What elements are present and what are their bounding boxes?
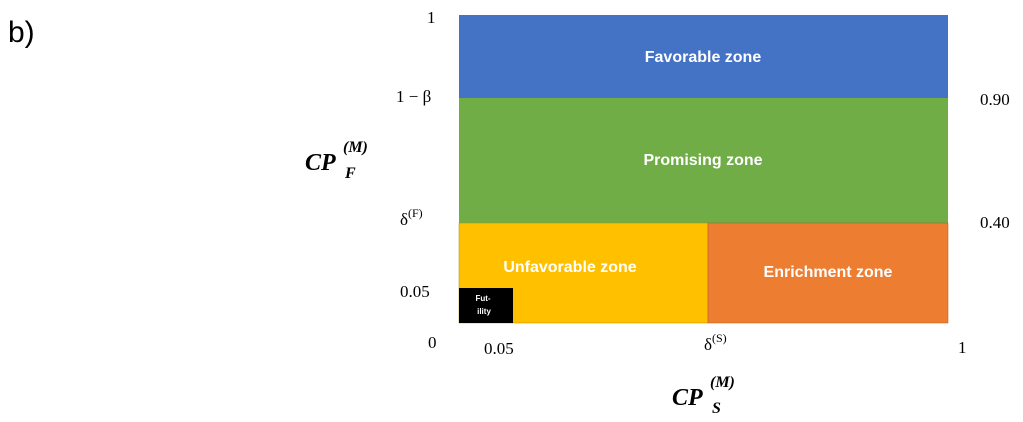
x-tick-label: 0.05	[484, 339, 514, 358]
delta: δ	[400, 210, 408, 229]
y-tick-label: 1	[427, 8, 436, 27]
title-sub: F	[344, 165, 356, 182]
x-tick-label: δ(S)	[704, 331, 727, 354]
zone-label: ility	[477, 307, 491, 316]
favorable-zone	[459, 15, 948, 98]
title-sup: (M)	[343, 139, 368, 156]
promising-zone	[459, 98, 948, 223]
x-tick-label: 1	[958, 338, 967, 357]
delta-sup: (F)	[408, 206, 423, 220]
panel-label: b)	[8, 16, 35, 49]
right-tick-label: 0.90	[980, 90, 1010, 109]
enrichment-zone	[707, 222, 949, 324]
right-tick-label: 0.40	[980, 213, 1010, 232]
title-base: CP	[305, 150, 336, 176]
zone-label: Promising zone	[643, 152, 762, 169]
title-sup: (M)	[710, 374, 735, 391]
zone-label: Unfavorable zone	[503, 259, 636, 276]
y-tick-label: 0.05	[400, 282, 430, 301]
futility-zone	[459, 288, 513, 323]
y-tick-label: δ(F)	[400, 206, 423, 229]
y-tick-label: 0	[428, 333, 437, 352]
zone-label: Fut-	[475, 294, 490, 303]
title-base: CP	[672, 385, 703, 411]
delta-sup: (S)	[712, 331, 727, 345]
title-sub: S	[712, 400, 721, 417]
y-tick-label: 1 − β	[396, 87, 431, 106]
y-axis-title: CP (M) F	[305, 139, 368, 182]
delta: δ	[704, 335, 712, 354]
zone-label: Enrichment zone	[764, 264, 893, 281]
x-axis-title: CP (M) S	[672, 374, 735, 417]
zone-label: Favorable zone	[645, 49, 762, 66]
